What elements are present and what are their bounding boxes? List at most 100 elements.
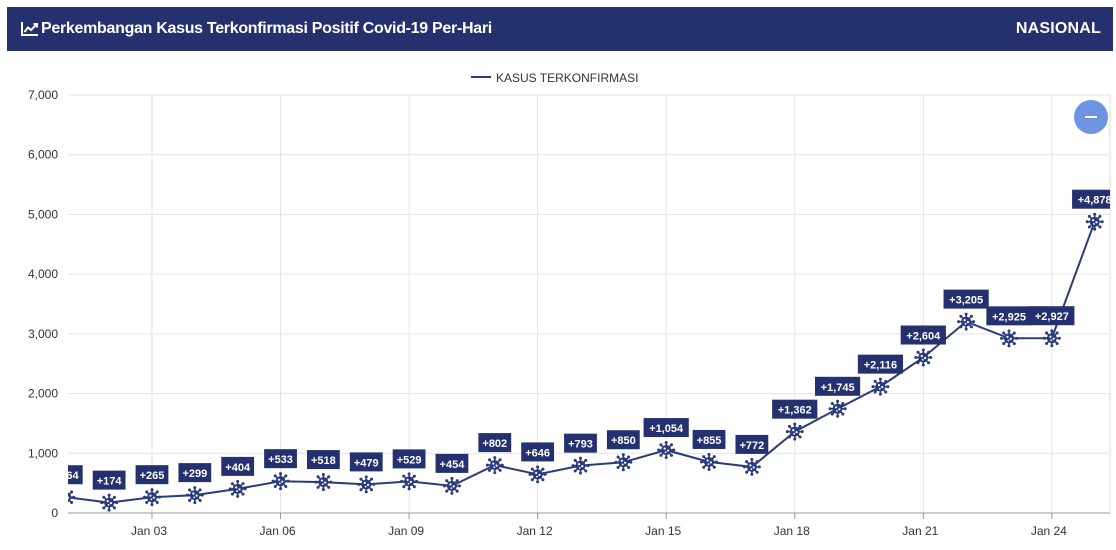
data-label: +265 bbox=[135, 465, 169, 485]
virus-spike-tip bbox=[755, 470, 759, 474]
virus-marker bbox=[700, 452, 719, 471]
y-tick-label: 1,000 bbox=[28, 446, 58, 460]
data-label-box bbox=[349, 452, 383, 472]
virus-dot bbox=[192, 492, 195, 495]
data-label: +1,054 bbox=[643, 418, 689, 438]
virus-spike-tip bbox=[629, 460, 633, 464]
virus-marker bbox=[871, 377, 890, 396]
virus-dot bbox=[795, 431, 798, 434]
virus-spike-tip bbox=[750, 472, 754, 476]
x-tick-label: Jan 24 bbox=[1031, 524, 1067, 538]
virus-spike-tip bbox=[1057, 336, 1061, 340]
virus-dot bbox=[881, 386, 884, 389]
virus-spike-tip bbox=[884, 379, 888, 383]
virus-spike-tip bbox=[59, 490, 62, 493]
virus-spike-tip bbox=[450, 476, 454, 480]
virus-spike-tip bbox=[188, 498, 192, 502]
data-label: +855 bbox=[692, 429, 726, 449]
virus-spike-tip bbox=[241, 492, 245, 496]
virus-dot bbox=[1095, 221, 1098, 224]
data-label-text: +3,205 bbox=[949, 295, 983, 307]
data-label: +4,878 bbox=[1072, 189, 1110, 209]
data-label-box bbox=[92, 470, 126, 490]
virus-marker bbox=[528, 465, 547, 484]
virus-spike-tip bbox=[442, 484, 446, 488]
virus-dot bbox=[193, 496, 196, 499]
virus-dot bbox=[706, 459, 709, 462]
virus-spike-tip bbox=[536, 465, 540, 469]
virus-spike-tip bbox=[584, 458, 588, 462]
data-label-box bbox=[306, 450, 340, 470]
data-label-box bbox=[1029, 306, 1075, 326]
virus-spike-tip bbox=[886, 385, 890, 389]
virus-spike-tip bbox=[329, 480, 333, 484]
virus-spike-tip bbox=[657, 448, 661, 452]
virus-spike-tip bbox=[286, 479, 290, 483]
virus-spike-tip bbox=[493, 471, 497, 475]
virus-spike-tip bbox=[745, 470, 749, 474]
zoom-out-icon bbox=[1085, 116, 1097, 118]
virus-marker bbox=[100, 493, 119, 512]
virus-body bbox=[575, 460, 586, 471]
virus-spike-tip bbox=[798, 435, 802, 439]
virus-spike-tip bbox=[999, 336, 1003, 340]
virus-spike-tip bbox=[407, 487, 411, 491]
virus-spike-tip bbox=[1100, 220, 1104, 224]
virus-spike-tip bbox=[871, 385, 875, 389]
virus-body bbox=[104, 497, 115, 508]
virus-spike-tip bbox=[621, 468, 625, 472]
virus-spike-tip bbox=[1055, 342, 1059, 346]
virus-dot bbox=[407, 482, 410, 485]
virus-spike-tip bbox=[621, 453, 625, 457]
data-label-box bbox=[221, 456, 255, 476]
virus-spike-tip bbox=[1045, 342, 1049, 346]
data-label: +2,604 bbox=[900, 325, 946, 345]
data-label-box bbox=[943, 289, 989, 309]
virus-marker bbox=[442, 476, 461, 495]
virus-spike-tip bbox=[707, 452, 711, 456]
virus-spike-tip bbox=[327, 485, 331, 489]
data-label-box bbox=[986, 306, 1032, 326]
virus-body bbox=[1046, 333, 1057, 344]
virus-dot bbox=[1092, 219, 1095, 222]
virus-spike-tip bbox=[487, 458, 491, 462]
virus-marker bbox=[185, 486, 204, 505]
data-label-box bbox=[692, 429, 726, 449]
virus-dot bbox=[107, 503, 110, 506]
data-label: +533 bbox=[264, 449, 297, 469]
virus-spike-tip bbox=[586, 464, 590, 468]
scope-label: NASIONAL bbox=[1015, 20, 1101, 37]
virus-dot bbox=[581, 465, 584, 468]
data-label-text: +1,054 bbox=[649, 423, 684, 435]
virus-spike-tip bbox=[359, 477, 363, 481]
virus-dot bbox=[449, 483, 452, 486]
virus-dot bbox=[878, 387, 881, 390]
virus-spike-tip bbox=[578, 456, 582, 460]
virus-dot bbox=[109, 502, 113, 505]
virus-dot bbox=[666, 449, 670, 452]
virus-spike-tip bbox=[279, 472, 283, 476]
virus-spike-tip bbox=[745, 460, 749, 464]
zoom-out-button[interactable] bbox=[1074, 100, 1108, 134]
virus-dot bbox=[1052, 337, 1055, 340]
virus-dot bbox=[1093, 223, 1095, 225]
data-label-text: +533 bbox=[268, 454, 293, 466]
virus-dot bbox=[834, 406, 838, 409]
virus-body bbox=[446, 480, 457, 491]
virus-spike-tip bbox=[236, 494, 240, 498]
virus-spike-tip bbox=[155, 500, 159, 504]
virus-dot bbox=[836, 410, 838, 412]
virus-dot bbox=[709, 461, 712, 464]
virus-spike-tip bbox=[959, 314, 963, 318]
virus-dot bbox=[277, 478, 281, 481]
virus-marker bbox=[571, 456, 590, 475]
virus-spike-tip bbox=[787, 424, 791, 428]
virus-spike-tip bbox=[198, 488, 202, 492]
data-label: +2,925 bbox=[986, 306, 1032, 326]
virus-body bbox=[746, 461, 757, 472]
virus-spike-tip bbox=[1045, 331, 1049, 335]
legend: KASUS TERKONFIRMASI bbox=[471, 71, 638, 85]
virus-spike-tip bbox=[1098, 214, 1102, 218]
virus-dot bbox=[65, 499, 67, 501]
virus-spike-tip bbox=[528, 472, 532, 476]
